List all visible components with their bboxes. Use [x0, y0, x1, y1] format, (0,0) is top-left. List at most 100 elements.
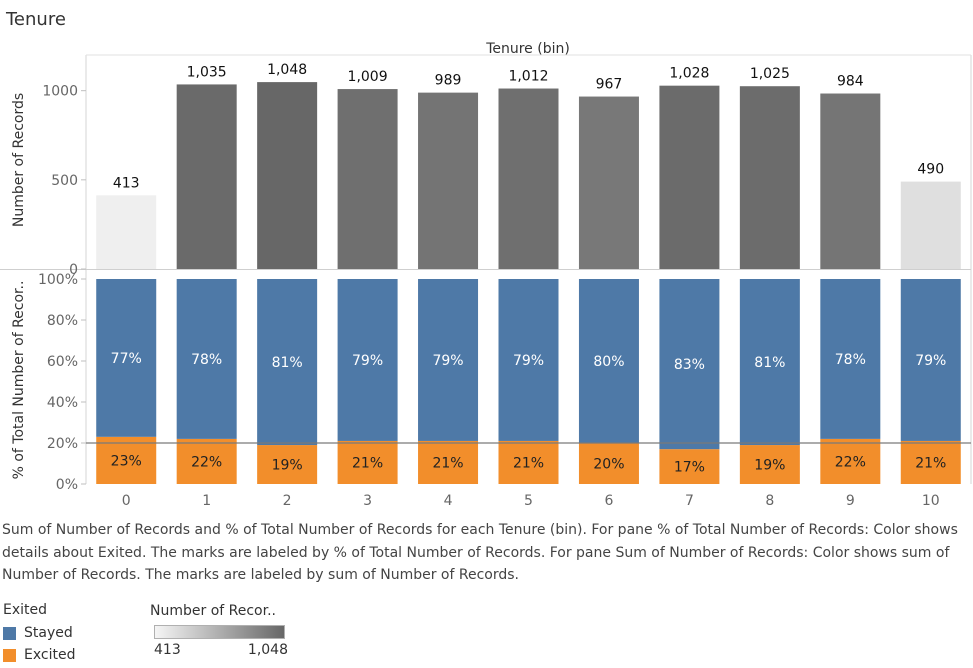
top-bar-label: 1,048 — [267, 62, 307, 78]
stayed-label: 83% — [674, 357, 705, 373]
gradient-max-label: 1,048 — [247, 642, 288, 658]
x-tick-label: 2 — [283, 493, 292, 509]
stayed-bar — [739, 279, 800, 446]
bottom-y-axis: 0% 20% 40% 60% 80% 100% — [38, 272, 86, 493]
x-tick-label: 7 — [685, 493, 694, 509]
x-tick-label: 0 — [122, 493, 131, 509]
top-bar — [900, 181, 961, 269]
top-bar-label: 1,025 — [750, 66, 790, 82]
stayed-label: 77% — [111, 351, 142, 367]
color-legend-title: Exited — [3, 602, 48, 618]
top-bar — [739, 86, 800, 269]
top-bar-label: 1,035 — [187, 64, 227, 80]
top-y-axis-title: Number of Records — [11, 93, 27, 227]
chart-caption: Sum of Number of Records and % of Total … — [2, 522, 958, 583]
stayed-label: 78% — [191, 352, 222, 368]
stayed-bar — [659, 279, 720, 450]
excited-bar — [337, 440, 398, 484]
stayed-bar — [418, 279, 479, 441]
column-title: Tenure (bin) — [485, 41, 570, 57]
excited-label: 19% — [272, 458, 303, 474]
excited-bar — [900, 440, 961, 484]
excited-label: 21% — [432, 455, 463, 471]
stayed-label: 80% — [593, 354, 624, 370]
top-bar — [659, 85, 720, 269]
excited-label: 23% — [111, 453, 142, 469]
bottom-tick-label: 0% — [56, 477, 78, 493]
excited-label: 21% — [513, 455, 544, 471]
legend-item-stayed[interactable]: Stayed — [3, 622, 75, 644]
stayed-label: 81% — [754, 355, 785, 371]
stayed-label: 81% — [272, 355, 303, 371]
stayed-bar — [337, 279, 398, 441]
legend-label-excited: Excited — [24, 647, 76, 663]
legend-item-excited[interactable]: Excited — [3, 644, 75, 666]
gradient-bar — [154, 625, 285, 639]
x-tick-label: 4 — [444, 493, 453, 509]
stayed-bar — [498, 279, 559, 441]
top-bar-label: 1,012 — [508, 69, 548, 85]
x-tick-label: 9 — [846, 493, 855, 509]
legend-swatch-excited — [3, 648, 16, 662]
excited-bar — [418, 440, 479, 484]
bottom-tick-label: 80% — [47, 313, 78, 329]
stayed-bar — [96, 279, 157, 437]
excited-label: 19% — [754, 458, 785, 474]
legend-label-stayed: Stayed — [24, 625, 73, 641]
top-tick-label: 500 — [51, 173, 78, 189]
excited-bar — [578, 443, 639, 484]
top-bar-label: 1,028 — [669, 66, 709, 82]
bottom-tick-label: 100% — [38, 272, 78, 288]
x-tick-label: 8 — [765, 493, 774, 509]
excited-bar — [498, 440, 559, 484]
stayed-bar — [578, 279, 639, 443]
excited-label: 17% — [674, 460, 705, 476]
top-bar-label: 984 — [837, 74, 864, 90]
x-tick-label: 5 — [524, 493, 533, 509]
x-tick-label: 1 — [202, 493, 211, 509]
stayed-bar — [820, 279, 881, 439]
excited-bar — [659, 449, 720, 484]
top-bar — [418, 92, 479, 270]
excited-bar — [96, 436, 157, 484]
gradient-min-label: 413 — [154, 642, 181, 658]
legend-swatch-stayed — [3, 626, 16, 640]
stayed-label: 79% — [352, 353, 383, 369]
stayed-bar — [257, 279, 318, 446]
bottom-tick-label: 20% — [47, 436, 78, 452]
stayed-label: 78% — [835, 352, 866, 368]
x-tick-label: 3 — [363, 493, 372, 509]
excited-bar — [257, 445, 318, 484]
top-bar — [96, 195, 157, 269]
stayed-label: 79% — [432, 353, 463, 369]
stayed-label: 79% — [513, 353, 544, 369]
color-legend: Exited Stayed Excited — [3, 602, 75, 666]
excited-label: 21% — [352, 455, 383, 471]
excited-label: 22% — [191, 454, 222, 470]
top-bar-label: 967 — [596, 77, 623, 93]
excited-label: 21% — [915, 455, 946, 471]
size-legend: Number of Recor.. 413 1,048 — [150, 603, 290, 658]
stayed-bar — [900, 279, 961, 441]
top-bar — [176, 84, 237, 269]
top-y-axis: 0 500 1000 — [42, 84, 86, 278]
x-tick-label: 6 — [604, 493, 613, 509]
top-pane-bars: 413 1,035 1,048 1,009 989 1,012 967 1,028 1,025 9… — [96, 62, 961, 270]
top-bar — [578, 96, 639, 269]
top-bar — [498, 88, 559, 269]
x-tick-label: 10 — [922, 493, 940, 509]
stayed-bar — [176, 279, 237, 439]
sheet-title: Tenure — [6, 9, 66, 30]
x-axis: 0 1 2 3 4 5 6 7 8 9 10 — [122, 493, 940, 509]
top-bar-label: 989 — [435, 73, 462, 89]
excited-bar — [820, 438, 881, 484]
top-bar-label: 490 — [917, 162, 944, 178]
excited-label: 22% — [835, 454, 866, 470]
bottom-tick-label: 40% — [47, 395, 78, 411]
excited-label: 20% — [593, 457, 624, 473]
bottom-tick-label: 60% — [47, 354, 78, 370]
top-bar — [337, 89, 398, 269]
bottom-y-axis-title: % of Total Number of Recor.. — [11, 281, 27, 480]
top-bar-label: 413 — [113, 175, 140, 191]
